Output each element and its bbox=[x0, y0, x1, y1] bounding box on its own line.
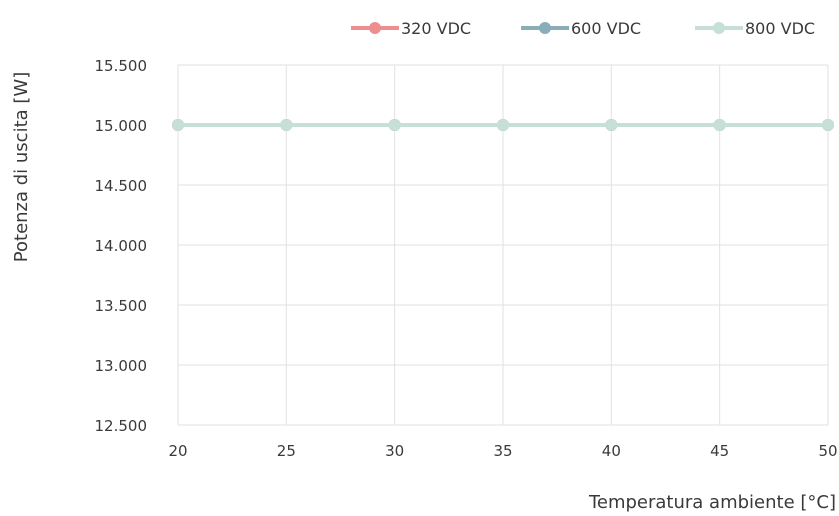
legend-item: 800 VDC bbox=[695, 19, 815, 38]
y-tick-label: 15.000 bbox=[95, 117, 148, 135]
x-tick-label: 45 bbox=[710, 442, 729, 460]
y-tick-label: 14.000 bbox=[95, 237, 148, 255]
data-point bbox=[605, 119, 618, 131]
series-2 bbox=[172, 119, 834, 131]
y-tick-label: 12.500 bbox=[95, 417, 148, 435]
data-point bbox=[280, 119, 293, 131]
data-point bbox=[388, 119, 401, 131]
y-tick-label: 13.000 bbox=[95, 357, 148, 375]
y-axis-ticks: 12.500 13.000 13.500 14.000 14.500 15.000 15.5… bbox=[95, 57, 148, 435]
series-layer bbox=[172, 119, 834, 131]
x-tick-label: 25 bbox=[277, 442, 296, 460]
x-tick-label: 50 bbox=[818, 442, 837, 460]
x-tick-label: 20 bbox=[168, 442, 187, 460]
data-point bbox=[172, 119, 184, 131]
y-tick-label: 13.500 bbox=[95, 297, 148, 315]
x-axis-ticks: 20 25 30 35 40 45 50 bbox=[168, 442, 837, 460]
legend-label: 320 VDC bbox=[401, 19, 471, 38]
x-tick-label: 30 bbox=[385, 442, 404, 460]
y-axis-title: Potenza di uscita [W] bbox=[11, 72, 32, 262]
legend-label: 600 VDC bbox=[571, 19, 641, 38]
x-tick-label: 35 bbox=[493, 442, 512, 460]
legend-swatch-marker bbox=[539, 22, 551, 34]
y-tick-label: 14.500 bbox=[95, 177, 148, 195]
legend: 320 VDC 600 VDC 800 VDC bbox=[351, 19, 815, 38]
legend-swatch-marker bbox=[369, 22, 381, 34]
data-point bbox=[713, 119, 726, 131]
legend-item: 320 VDC bbox=[351, 19, 471, 38]
legend-item: 600 VDC bbox=[521, 19, 641, 38]
legend-label: 800 VDC bbox=[745, 19, 815, 38]
data-point bbox=[497, 119, 509, 131]
y-tick-label: 15.500 bbox=[95, 57, 148, 75]
data-point bbox=[822, 119, 834, 131]
legend-swatch-marker bbox=[713, 22, 725, 34]
x-tick-label: 40 bbox=[602, 442, 621, 460]
x-axis-title: Temperatura ambiente [°C] bbox=[588, 492, 836, 513]
